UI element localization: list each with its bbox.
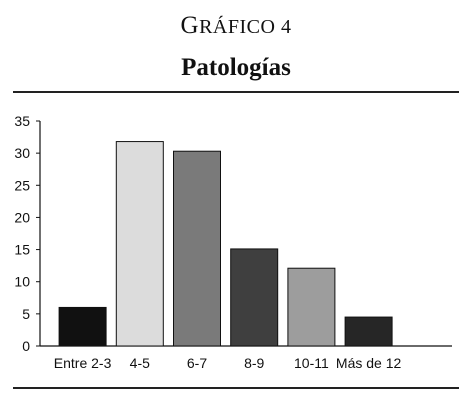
bar bbox=[230, 248, 279, 347]
x-tick-label: Más de 12 bbox=[336, 355, 402, 371]
x-tick-label: 6-7 bbox=[187, 355, 207, 371]
bar bbox=[287, 267, 336, 347]
figure-label-initial: G bbox=[180, 12, 200, 39]
x-tick-label: 4-5 bbox=[130, 355, 150, 371]
bottom-rule bbox=[13, 387, 459, 389]
bar bbox=[115, 141, 164, 347]
x-tick-label: 8-9 bbox=[244, 355, 264, 371]
figure-label-rest: RÁFICO 4 bbox=[199, 16, 292, 38]
y-tick-label: 0 bbox=[22, 338, 30, 354]
y-tick-label: 25 bbox=[14, 177, 30, 193]
bar bbox=[173, 150, 221, 347]
x-tick-label: Entre 2-3 bbox=[54, 355, 112, 371]
y-tick-label: 30 bbox=[14, 145, 30, 161]
y-tick-label: 15 bbox=[14, 242, 30, 258]
x-axis-labels: Entre 2-3 4-5 6-7 8-9 10-11 Más de 12 bbox=[54, 355, 402, 371]
y-tick-label: 35 bbox=[14, 113, 30, 129]
x-tick-label: 10-11 bbox=[294, 355, 329, 371]
y-tick-label: 5 bbox=[22, 306, 30, 322]
bars bbox=[58, 141, 393, 347]
bar bbox=[344, 316, 393, 347]
chart-title: Patologías bbox=[181, 54, 291, 81]
y-tick-label: 20 bbox=[14, 209, 30, 225]
figure-label: GRÁFICO 4 bbox=[0, 12, 472, 40]
bar bbox=[58, 306, 107, 347]
y-tick-label: 10 bbox=[14, 274, 30, 290]
top-rule bbox=[13, 91, 459, 93]
